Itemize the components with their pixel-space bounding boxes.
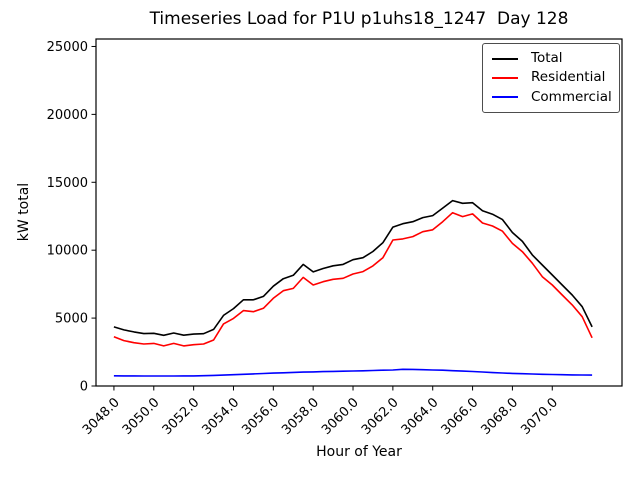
x-tick-label: 3048.0 [80, 395, 123, 438]
y-tick-label: 10000 [47, 244, 88, 259]
y-axis-label: kW total [16, 182, 32, 242]
series-line-commercial [113, 368, 593, 377]
legend-label-residential: Residential [531, 69, 606, 86]
y-tick-label: 0 [80, 380, 88, 395]
legend-label-total: Total [531, 49, 563, 66]
x-tick-label: 3060.0 [319, 395, 362, 438]
legend-line-residential [492, 76, 518, 79]
plot-frame [95, 38, 623, 387]
y-tick-label: 25000 [47, 40, 88, 55]
x-tick-label: 3056.0 [239, 395, 282, 438]
x-axis-label: Hour of Year [316, 444, 402, 460]
x-tick-label: 3052.0 [160, 395, 203, 438]
x-tick-label: 3050.0 [120, 395, 163, 438]
legend-label-commercial: Commercial [531, 88, 612, 105]
legend-entry-total: Total [492, 49, 610, 66]
x-tick-label: 3064.0 [399, 395, 442, 438]
series-line-total [113, 199, 593, 337]
x-tick-label: 3068.0 [478, 395, 521, 438]
legend: Total Residential Commercial [482, 43, 620, 113]
x-tick-label: 3062.0 [359, 395, 402, 438]
x-tick-label: 3058.0 [279, 395, 322, 438]
chart-title: Timeseries Load for P1U p1uhs18_1247 Day… [149, 9, 569, 29]
legend-entry-commercial: Commercial [492, 88, 612, 105]
series-line-residential [113, 211, 593, 347]
legend-line-total [492, 57, 518, 60]
x-tick-label: 3066.0 [439, 395, 482, 438]
y-tick-label: 5000 [55, 312, 88, 327]
x-tick-label: 3054.0 [200, 395, 243, 438]
y-tick-label: 20000 [47, 108, 88, 123]
x-tick-label: 3070.0 [518, 395, 561, 438]
legend-line-commercial [492, 96, 518, 99]
y-tick-label: 15000 [47, 176, 88, 191]
legend-entry-residential: Residential [492, 71, 610, 85]
